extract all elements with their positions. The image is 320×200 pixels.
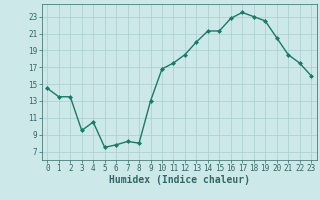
X-axis label: Humidex (Indice chaleur): Humidex (Indice chaleur) — [109, 175, 250, 185]
